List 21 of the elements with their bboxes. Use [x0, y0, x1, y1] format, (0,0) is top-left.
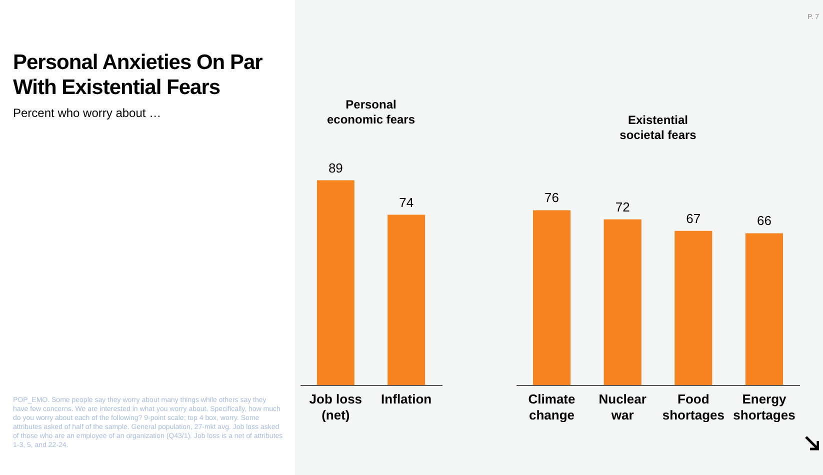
x-tick-label: Food shortages: [662, 392, 724, 422]
x-tick-label: Energy shortages: [733, 392, 796, 422]
text: Personal economic fears: [326, 97, 416, 126]
data-label: 89: [328, 160, 343, 176]
text: Percent who worry about …: [13, 106, 162, 120]
chart-title: Personal Anxieties On Par With Existential Fears: [13, 50, 264, 100]
x-tick-label: Inflation: [381, 392, 432, 406]
data-label: 76: [544, 190, 559, 206]
bar: [316, 180, 354, 385]
data-label: 66: [757, 213, 772, 228]
x-tick-label: Job loss (net): [309, 392, 362, 422]
data-label: 74: [399, 194, 414, 210]
data-label: 72: [615, 199, 630, 214]
x-tick-label: Nuclear war: [598, 392, 646, 422]
data-label: 67: [686, 210, 701, 226]
bar: [388, 214, 426, 385]
bar: [745, 233, 783, 385]
bar: [604, 219, 642, 385]
bar: [674, 230, 712, 385]
x-tick-label: Climate change: [528, 392, 576, 422]
text: Existential societal fears: [620, 113, 697, 142]
